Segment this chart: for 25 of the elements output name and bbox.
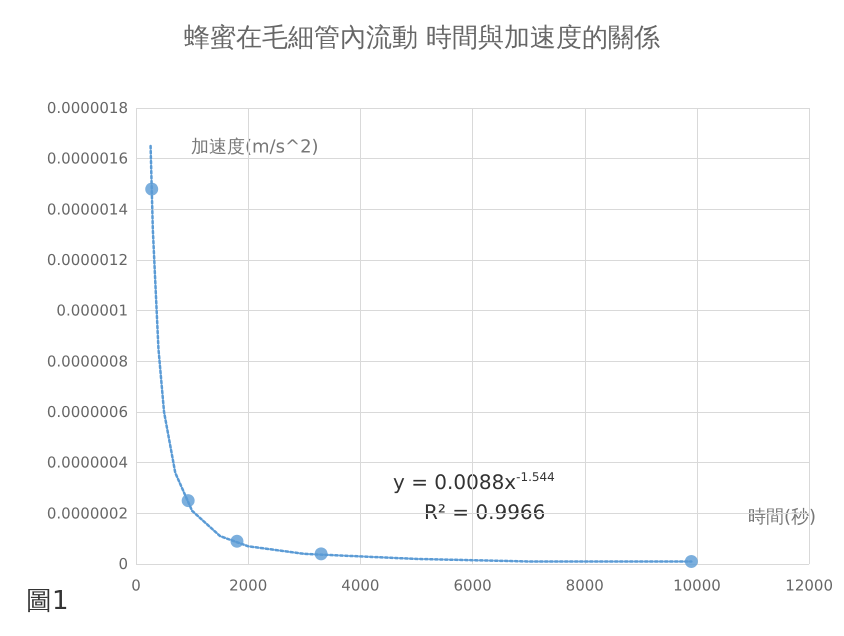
y-tick-label: 0.0000014 [46, 200, 128, 218]
y-tick-label: 0 [118, 555, 128, 573]
y-tick-label: 0.0000006 [46, 403, 128, 421]
x-tick-label: 10000 [673, 576, 721, 594]
chart-title: 蜂蜜在毛細管內流動 時間與加速度的關係 [184, 23, 660, 53]
y-tick-label: 0.0000004 [46, 454, 128, 472]
y-tick-label: 0.0000016 [46, 150, 128, 168]
x-tick-label: 12000 [785, 576, 833, 594]
caption: 圖1 [26, 586, 69, 616]
x-tick-label: 2000 [229, 576, 268, 594]
x-tick-label: 4000 [341, 576, 380, 594]
point [182, 494, 195, 508]
x-tick-label: 8000 [566, 576, 604, 594]
x-tick-label: 0 [131, 576, 141, 594]
point [314, 547, 328, 560]
point [230, 534, 244, 548]
y-tick-label: 0.0000012 [46, 251, 128, 269]
y-axis-title: 加速度(m/s^2) [191, 136, 319, 158]
y-tick-label: 0.0000002 [46, 504, 128, 522]
x-tick-label: 6000 [453, 576, 492, 594]
point [145, 182, 158, 196]
y-tick-label: 0.0000018 [46, 99, 128, 117]
y-tick-label: 0.0000008 [46, 352, 128, 370]
y-tick-label: 0.000001 [56, 302, 128, 320]
point [684, 554, 698, 568]
